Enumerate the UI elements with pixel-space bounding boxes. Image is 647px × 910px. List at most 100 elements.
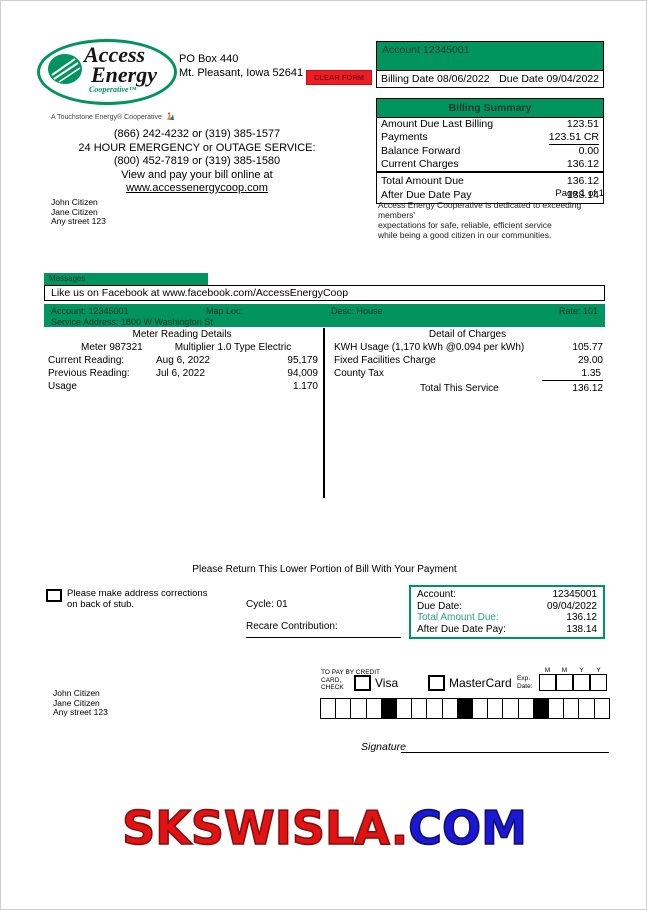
meter-info-row: Meter 987321 Multiplier 1.0 Type Electri… bbox=[44, 341, 320, 354]
addressee-name-2: Jane Citizen bbox=[51, 206, 98, 217]
stub-summary-box: Account: 12345001 Due Date: 09/04/2022 T… bbox=[409, 585, 605, 639]
touchstone-energy-icon bbox=[165, 112, 175, 123]
card-digit-box[interactable] bbox=[411, 698, 428, 719]
service-account-number: Account: 12345001 bbox=[51, 306, 129, 316]
card-number-row bbox=[320, 698, 610, 719]
rate-code: Rate: 101 bbox=[558, 306, 598, 316]
credit-card-area: TO PAY BY CREDIT CARD, CHECK Visa Master… bbox=[320, 667, 610, 722]
billing-summary-title: Billing Summary bbox=[376, 98, 604, 118]
card-digit-box[interactable] bbox=[517, 698, 534, 719]
addressee-name-1: John Citizen bbox=[51, 197, 98, 207]
service-address: Service Address: 1800 W Washington St bbox=[51, 317, 213, 327]
map-loc: Map Loc: bbox=[206, 306, 244, 316]
signature-label: Signature bbox=[361, 741, 406, 753]
exp-date-box[interactable] bbox=[555, 674, 573, 691]
mastercard-checkbox[interactable] bbox=[428, 675, 445, 691]
meter-row: Current Reading: Aug 6, 2022 95,179 bbox=[48, 355, 318, 366]
city-line: Mt. Pleasant, Iowa 52641 bbox=[179, 67, 304, 79]
card-digit-box[interactable] bbox=[487, 698, 504, 719]
logo-word-energy: Energy bbox=[91, 62, 157, 87]
card-digit-box[interactable] bbox=[350, 698, 367, 719]
account-number-header: Account 12345001 bbox=[377, 42, 603, 70]
card-number-separator bbox=[532, 698, 550, 719]
watermark-blue-text: COM bbox=[408, 800, 528, 856]
addressee-street: Any street 123 bbox=[53, 707, 108, 717]
card-digit-box[interactable] bbox=[365, 698, 382, 719]
access-energy-logo: Access Energy Cooperative™ A Touchstone … bbox=[37, 39, 189, 123]
meter-reading-details: Meter Reading Details Meter 987321 Multi… bbox=[44, 328, 320, 393]
logo-wordmark: Access Energy Cooperative™ bbox=[84, 42, 157, 95]
watermark: SKSWISLA.COM bbox=[1, 800, 646, 856]
card-digit-box[interactable] bbox=[426, 698, 443, 719]
after-due-date-row: After Due Date Pay 138.14 bbox=[381, 189, 599, 201]
recare-contribution-label: Recare Contribution: bbox=[246, 621, 338, 632]
billing-summary-row: Amount Due Last Billing 123.51 bbox=[381, 118, 599, 130]
visa-checkbox[interactable] bbox=[354, 675, 371, 691]
pay-online-line: View and pay your bill online at bbox=[121, 168, 273, 181]
card-digit-box[interactable] bbox=[502, 698, 519, 719]
credit-card-instructions: TO PAY BY CREDIT CARD, CHECK bbox=[321, 669, 380, 691]
exp-date-label: Exp. Date: bbox=[517, 675, 533, 690]
exp-date-box[interactable] bbox=[538, 674, 556, 691]
billing-summary-rows: Amount Due Last Billing 123.51 Payments … bbox=[376, 118, 604, 172]
billing-summary-row: Payments 123.51 CR bbox=[381, 131, 599, 145]
card-digit-box[interactable] bbox=[472, 698, 489, 719]
logo-word-access: Access bbox=[84, 42, 146, 67]
meter-details-title: Meter Reading Details bbox=[132, 329, 232, 340]
stub-account-row: Account: 12345001 bbox=[417, 589, 597, 600]
card-digit-box[interactable] bbox=[320, 698, 337, 719]
mastercard-label: MasterCard bbox=[449, 676, 512, 690]
detail-of-charges: Detail of Charges KWH Usage (1,170 kWh @… bbox=[330, 328, 605, 396]
card-digit-box[interactable] bbox=[335, 698, 352, 719]
po-box-line: PO Box 440 bbox=[179, 53, 239, 65]
stub-after-due-row: After Due Date Pay: 138.14 bbox=[417, 623, 597, 635]
address-correction-checkbox[interactable] bbox=[46, 589, 62, 602]
exp-date-letter: Y bbox=[596, 667, 601, 674]
card-digit-box[interactable] bbox=[548, 698, 565, 719]
exp-date-letter: M bbox=[561, 667, 568, 674]
website-link[interactable]: www.accessenergycoop.com bbox=[126, 182, 268, 194]
touchstone-tagline: A Touchstone Energy® Cooperative bbox=[37, 112, 189, 123]
clear-form-button[interactable]: CLEAR FORM bbox=[306, 70, 372, 85]
service-account-bar: Account: 12345001 Map Loc: Desc: House R… bbox=[44, 304, 605, 327]
exp-date-letter: Y bbox=[579, 667, 584, 674]
meter-number: Meter 987321 bbox=[81, 342, 143, 353]
visa-label: Visa bbox=[375, 676, 399, 690]
card-digit-box[interactable] bbox=[563, 698, 580, 719]
card-digit-box[interactable] bbox=[441, 698, 458, 719]
total-this-service-row: Total This Service 136.12 bbox=[420, 383, 603, 394]
card-digit-box[interactable] bbox=[593, 698, 610, 719]
card-digit-box[interactable] bbox=[396, 698, 413, 719]
messages-tab: Messages bbox=[44, 273, 208, 285]
logo-ellipse: Access Energy Cooperative™ bbox=[37, 39, 177, 105]
meter-multiplier: Multiplier 1.0 Type Electric bbox=[174, 342, 292, 353]
exp-date-box[interactable] bbox=[572, 674, 590, 691]
charge-row: County Tax 1.35 bbox=[334, 368, 603, 381]
account-box: Account 12345001 Billing Date 08/06/2022… bbox=[376, 41, 604, 88]
stub-total-due-row: Total Amount Due: 136.12 bbox=[417, 612, 597, 623]
total-amount-due-row: Total Amount Due 136.12 bbox=[381, 175, 599, 187]
meter-row: Previous Reading: Jul 6, 2022 94,009 bbox=[48, 368, 318, 379]
card-digit-box[interactable] bbox=[578, 698, 595, 719]
exp-date-box[interactable] bbox=[589, 674, 607, 691]
billing-summary-row: Balance Forward 0.00 bbox=[381, 145, 599, 157]
addressee-name-1: John Citizen bbox=[53, 688, 100, 698]
return-stub-note: Please Return This Lower Portion of Bill… bbox=[192, 564, 457, 575]
access-energy-logo-icon bbox=[47, 53, 83, 85]
mission-statement: Access Energy Cooperative is dedicated t… bbox=[378, 200, 582, 240]
addressee-name-2: Jane Citizen bbox=[53, 697, 100, 708]
service-desc: Desc: House bbox=[331, 306, 383, 316]
watermark-red-text: SKSWISLA bbox=[121, 800, 391, 856]
emergency-line: 24 HOUR EMERGENCY or OUTAGE SERVICE: bbox=[78, 141, 316, 154]
column-divider bbox=[323, 328, 325, 498]
signature-field[interactable] bbox=[401, 739, 609, 753]
billing-date: Billing Date 08/06/2022 bbox=[381, 73, 490, 85]
billing-summary-totals: Total Amount Due 136.12 After Due Date P… bbox=[376, 171, 604, 204]
recare-contribution-field[interactable] bbox=[246, 623, 401, 638]
addressee-street: Any street 123 bbox=[51, 216, 106, 226]
billing-summary-row: Current Charges 136.12 bbox=[381, 158, 599, 170]
due-date: Due Date 09/04/2022 bbox=[499, 73, 599, 85]
page-number: Page 1 of 1 bbox=[555, 188, 604, 199]
card-number-separator bbox=[380, 698, 398, 719]
